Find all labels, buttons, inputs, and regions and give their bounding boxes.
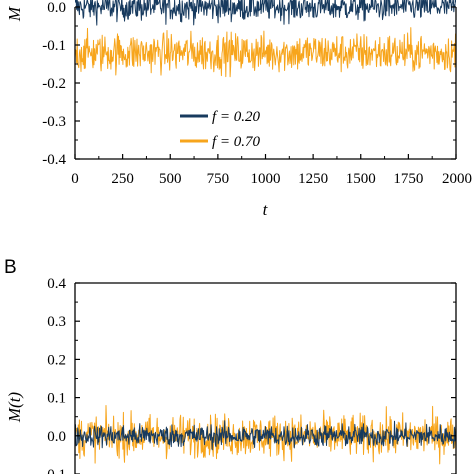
panel-b: B -0.1 0.0 0.1 0.2 0.3 0.4 M(t) xyxy=(4,257,457,474)
y-tick-label: 0.4 xyxy=(47,276,66,292)
x-tick-label: 1500 xyxy=(346,171,376,187)
y-tick-label: -0.4 xyxy=(42,152,66,168)
y-tick-label: -0.3 xyxy=(42,114,66,130)
x-tick-label: 500 xyxy=(159,171,182,187)
y-tick-label: 0.3 xyxy=(47,314,66,330)
panel-b-series-dark xyxy=(75,420,456,451)
y-tick-label: -0.1 xyxy=(42,38,66,54)
panel-b-y-ticks: -0.1 0.0 0.1 0.2 0.3 0.4 xyxy=(42,276,456,474)
y-tick-label: 0.2 xyxy=(47,352,66,368)
y-tick-label: -0.2 xyxy=(42,76,66,92)
panel-b-letter: B xyxy=(4,257,17,278)
y-tick-label: 0.0 xyxy=(47,0,66,16)
x-tick-label: 750 xyxy=(207,171,230,187)
panel-a-x-ticks: 0 250 500 750 1000 1250 1500 1750 2000 xyxy=(71,154,472,187)
panel-a-y-axis-label: M xyxy=(5,6,24,22)
y-tick-label: 0.1 xyxy=(47,391,66,407)
x-tick-label: 1250 xyxy=(298,171,328,187)
series-line-f-0-20 xyxy=(75,0,456,26)
x-tick-label: 1000 xyxy=(251,171,281,187)
panel-a-series-dark xyxy=(75,0,456,26)
panel-a: -0.4 -0.3 -0.2 -0.1 0.0 0 250 500 750 1000 1250 15… xyxy=(5,0,472,219)
panel-a-series-orange xyxy=(75,27,456,78)
series-line-f-0-70 xyxy=(75,27,456,78)
x-tick-label: 0 xyxy=(71,171,79,187)
legend: f = 0.20 f = 0.70 xyxy=(180,109,261,150)
x-tick-label: 2000 xyxy=(442,171,472,187)
panel-a-axes xyxy=(74,7,457,160)
y-tick-label: 0.0 xyxy=(47,429,66,445)
y-tick-label: -0.1 xyxy=(42,467,66,474)
panel-a-x-axis-label: t xyxy=(263,200,269,219)
panel-a-y-ticks: -0.4 -0.3 -0.2 -0.1 0.0 xyxy=(42,0,456,168)
legend-label-dark: f = 0.20 xyxy=(212,109,261,125)
x-tick-label: 250 xyxy=(111,171,134,187)
panel-b-y-axis-label: M(t) xyxy=(5,392,24,424)
legend-label-orange: f = 0.70 xyxy=(212,134,261,150)
series-line-dark xyxy=(75,420,456,451)
x-tick-label: 1750 xyxy=(393,171,423,187)
